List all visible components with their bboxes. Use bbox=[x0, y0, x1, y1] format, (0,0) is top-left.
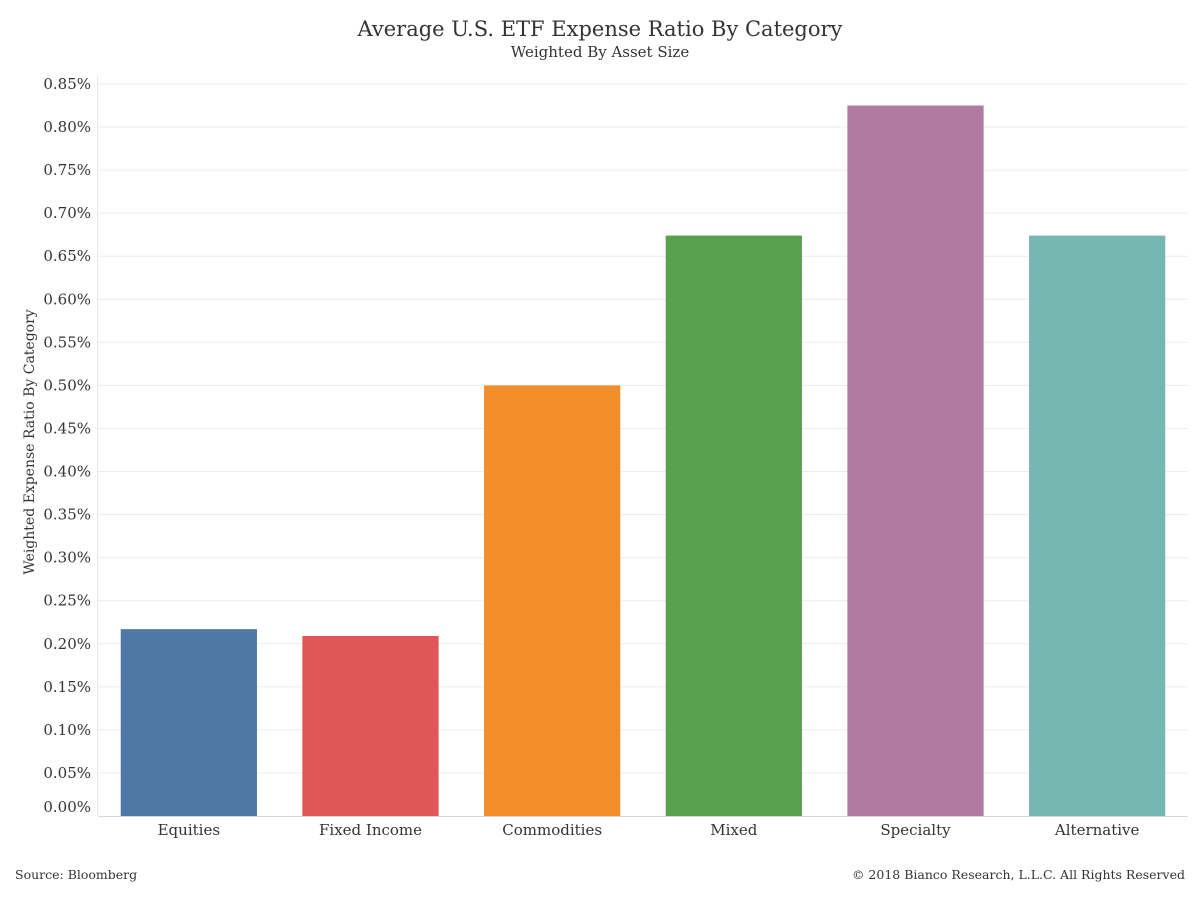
y-tick-label: 0.40% bbox=[43, 463, 91, 481]
source-note: Source: Bloomberg bbox=[15, 867, 138, 882]
y-tick-label: 0.85% bbox=[43, 75, 91, 93]
tick-labels: 0.00% 0.05% 0.10% 0.15% 0.20% 0.25% 0.30% 0.35%… bbox=[43, 75, 1139, 839]
bar-mixed bbox=[665, 235, 802, 816]
y-tick-label: 0.75% bbox=[43, 161, 91, 179]
bar-fixed-income bbox=[302, 636, 439, 816]
y-tick-label: 0.15% bbox=[43, 678, 91, 696]
gridlines bbox=[98, 83, 1188, 774]
bar-alternative bbox=[1029, 235, 1166, 816]
y-tick-label: 0.60% bbox=[43, 290, 91, 308]
y-tick-label: 0.35% bbox=[43, 506, 91, 524]
copyright-note: © 2018 Bianco Research, L.L.C. All Right… bbox=[851, 867, 1185, 882]
y-tick-label: 0.55% bbox=[43, 333, 91, 351]
y-tick-label: 0.25% bbox=[43, 592, 91, 610]
chart-title: Average U.S. ETF Expense Ratio By Catego… bbox=[357, 17, 843, 41]
y-tick-label: 0.45% bbox=[43, 419, 91, 437]
x-tick-label: Specialty bbox=[880, 821, 951, 839]
bar-specialty bbox=[847, 105, 984, 816]
y-tick-label: 0.00% bbox=[43, 798, 91, 816]
axes bbox=[97, 76, 1188, 817]
y-tick-label: 0.50% bbox=[43, 376, 91, 394]
x-tick-label: Commodities bbox=[502, 821, 602, 839]
x-tick-label: Equities bbox=[158, 821, 220, 839]
y-tick-label: 0.10% bbox=[43, 721, 91, 739]
y-tick-label: 0.05% bbox=[43, 764, 91, 782]
bar-equities bbox=[120, 629, 257, 816]
chart-subtitle: Weighted By Asset Size bbox=[510, 43, 690, 61]
bar-commodities bbox=[484, 385, 621, 816]
y-tick-label: 0.70% bbox=[43, 204, 91, 222]
x-tick-label: Fixed Income bbox=[319, 821, 422, 839]
y-tick-label: 0.20% bbox=[43, 635, 91, 653]
y-tick-label: 0.65% bbox=[43, 247, 91, 265]
x-tick-label: Mixed bbox=[710, 821, 757, 839]
x-tick-label: Alternative bbox=[1054, 821, 1140, 839]
y-axis-title: Weighted Expense Ratio By Category bbox=[22, 309, 38, 575]
bars bbox=[120, 105, 1166, 816]
y-tick-label: 0.80% bbox=[43, 118, 91, 136]
y-tick-label: 0.30% bbox=[43, 549, 91, 567]
